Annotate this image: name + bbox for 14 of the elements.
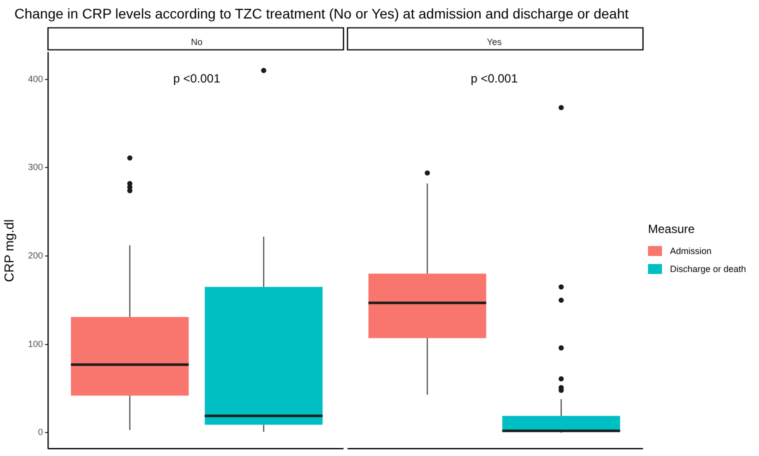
y-tick-label: 400 xyxy=(28,74,43,84)
legend-title: Measure xyxy=(648,222,696,236)
y-axis-title: CRP mg.dl xyxy=(1,219,16,282)
annotation: p <0.001 xyxy=(470,72,518,86)
y-tick-label: 100 xyxy=(28,338,43,349)
annotation: p <0.001 xyxy=(173,72,221,86)
x-tick-label: No xyxy=(190,36,203,47)
y-tick-label: 300 xyxy=(28,162,43,172)
legend-label: Admission xyxy=(670,246,712,256)
x-tick-label: Yes xyxy=(486,36,502,47)
chart-title: Change in CRP levels according to TZC treatment (No or Yes) at admission and discharge or deaht xyxy=(14,5,629,22)
legend-label: Discharge or death xyxy=(670,264,746,274)
y-tick-label: 200 xyxy=(28,250,43,260)
y-tick-label: 0 xyxy=(38,427,43,438)
